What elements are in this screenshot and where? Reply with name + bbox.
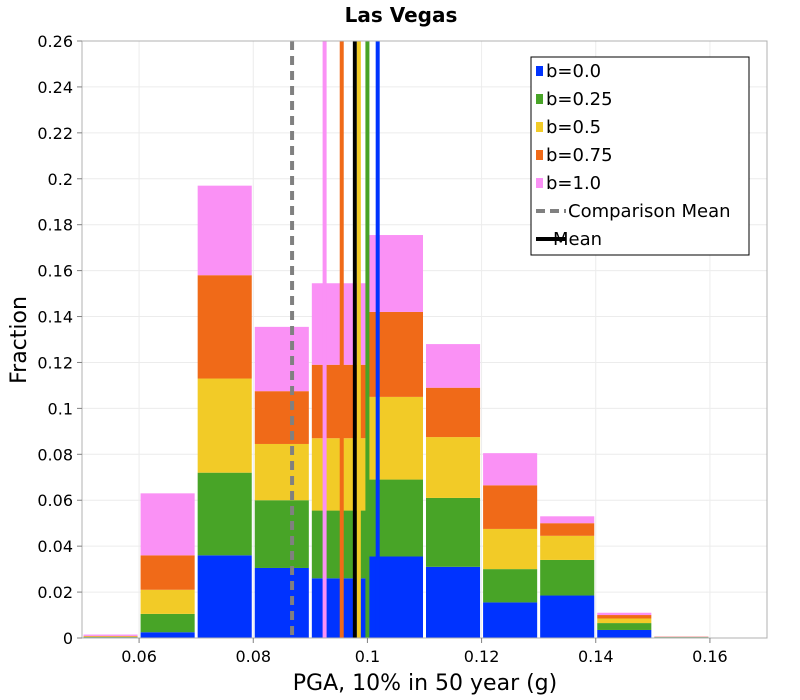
legend-swatch [536, 150, 543, 160]
bar-segment [483, 569, 538, 603]
y-axis-title: Fraction [7, 296, 32, 384]
bar-segment [197, 555, 252, 638]
legend-swatch [536, 122, 543, 132]
bar-segment [140, 613, 195, 633]
legend-label: b=0.5 [546, 117, 601, 138]
bar-segment [540, 523, 595, 536]
bar-segment [254, 500, 309, 568]
x-axis-title: PGA, 10% in 50 year (g) [293, 671, 557, 696]
bar-segment [254, 391, 309, 444]
x-tick-label: 0.14 [578, 647, 614, 666]
bar-segment [483, 602, 538, 638]
bar-segment [140, 555, 195, 590]
x-tick-label: 0.16 [692, 647, 728, 666]
y-tick-label: 0.04 [37, 537, 73, 556]
y-tick-label: 0.1 [48, 399, 73, 418]
bar-segment [140, 589, 195, 614]
bar-segment [254, 326, 309, 392]
bar-segment [426, 437, 481, 498]
bar-segment [483, 528, 538, 570]
bar-segment [540, 559, 595, 596]
y-tick-label: 0.16 [37, 262, 73, 281]
legend-box [530, 56, 750, 256]
x-tick-label: 0.12 [464, 647, 500, 666]
legend-label: b=0.75 [546, 145, 613, 166]
bar-segment [597, 629, 652, 638]
y-tick-label: 0.22 [37, 124, 73, 143]
y-tick-label: 0.2 [48, 170, 73, 189]
y-axis-ticks: 0 0.02 0.04 0.06 0.08 0.1 0.12 0.14 0.16 0.18 0.2 0… [37, 32, 82, 648]
y-tick-label: 0.24 [37, 78, 73, 97]
bar-segment [426, 387, 481, 438]
bar-segment [140, 493, 195, 556]
bar-segment [197, 275, 252, 379]
y-tick-label: 0.12 [37, 353, 73, 372]
bar-segment [83, 634, 138, 636]
bar-segment [140, 632, 195, 638]
bar-segment [426, 344, 481, 388]
chart-title: Las Vegas [345, 3, 458, 27]
x-tick-label: 0.1 [355, 647, 380, 666]
bar-segment [597, 618, 652, 624]
bar-segment [540, 535, 595, 560]
bar-segment [426, 497, 481, 567]
y-tick-label: 0 [63, 629, 73, 648]
y-tick-label: 0.08 [37, 445, 73, 464]
bar-segment [483, 485, 538, 529]
bar-segment [426, 566, 481, 638]
y-tick-label: 0.06 [37, 491, 73, 510]
bar-segment [197, 185, 252, 276]
legend-swatch [536, 94, 543, 104]
bar-segment [254, 443, 309, 501]
legend-label: Mean [553, 229, 602, 250]
legend-swatch [536, 66, 543, 76]
legend: b=0.0 b=0.25 b=0.5 b=0.75 b=1.0 Comparison Me… [530, 56, 750, 256]
y-tick-label: 0.26 [37, 32, 73, 51]
bar-segment [540, 595, 595, 638]
legend-label: b=1.0 [546, 173, 601, 194]
bar-segment [197, 472, 252, 556]
y-tick-label: 0.02 [37, 583, 73, 602]
legend-label: Comparison Mean [568, 201, 731, 222]
bar-segment [197, 378, 252, 473]
bar-segment [254, 567, 309, 638]
y-tick-label: 0.18 [37, 216, 73, 235]
x-tick-label: 0.06 [121, 647, 157, 666]
legend-label: b=0.0 [546, 61, 601, 82]
bar-segment [597, 612, 652, 616]
plot-frame [81, 40, 768, 639]
legend-swatch [536, 178, 543, 188]
bar-segment [597, 623, 652, 630]
legend-label: b=0.25 [546, 89, 613, 110]
bar-segment [483, 453, 538, 486]
bar-segment [540, 516, 595, 524]
mean-lines-group [290, 41, 380, 638]
bar-segment [597, 615, 652, 619]
y-tick-label: 0.14 [37, 308, 73, 327]
x-axis-ticks: 0.06 0.08 0.1 0.12 0.14 0.16 [121, 638, 728, 666]
x-tick-label: 0.08 [235, 647, 271, 666]
